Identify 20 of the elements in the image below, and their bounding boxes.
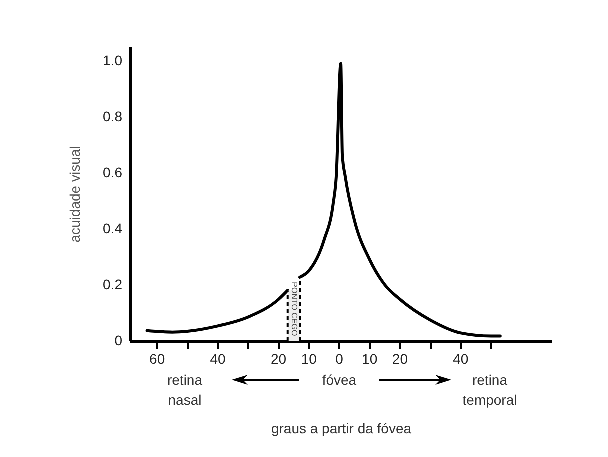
y-tick-label: 0.8 <box>103 108 123 124</box>
text: fóvea <box>321 371 358 390</box>
x-tick-label: 10 <box>301 351 318 367</box>
y-tick-label: 0.6 <box>103 164 123 180</box>
text: retina nasal <box>166 371 204 410</box>
x-tick-label: 20 <box>392 351 408 367</box>
x-tick-label: 40 <box>210 351 226 367</box>
x-tick-label: 10 <box>362 351 378 367</box>
text: retina temporal <box>462 371 518 410</box>
x-tick-label: 20 <box>270 351 287 367</box>
x-tick-label: 60 <box>150 351 166 367</box>
band-label: PONTO CEGO <box>290 282 299 336</box>
y-tick-label: 0 <box>114 332 123 348</box>
y-tick-label: 0.4 <box>103 220 123 236</box>
y-axis-title: acuidade visual <box>67 146 84 243</box>
y-tick-label: 1.0 <box>103 52 123 68</box>
x-tick-label: 0 <box>336 351 344 367</box>
y-tick-label: 0.2 <box>103 276 123 292</box>
x-axis-title: graus a partir da fóvea <box>271 420 412 436</box>
x-tick-label: 40 <box>453 351 469 367</box>
